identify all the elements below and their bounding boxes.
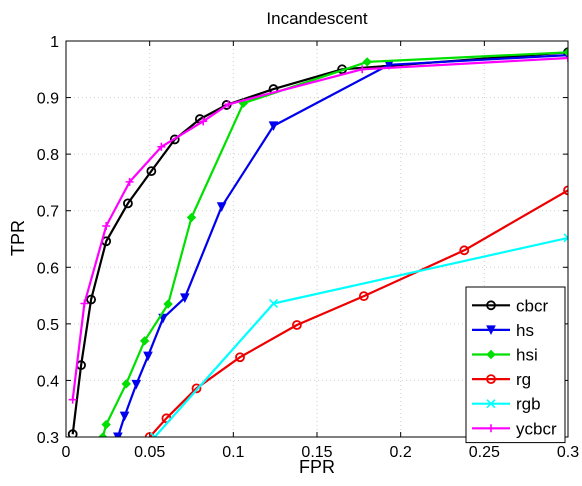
data-point <box>146 166 157 177</box>
x-tick-label: 0.05 <box>134 444 165 461</box>
data-point <box>67 429 78 437</box>
data-point <box>563 47 568 58</box>
data-point <box>86 294 96 305</box>
y-tick-label: 0.8 <box>37 147 59 164</box>
legend-item-rgb: rgb <box>472 395 541 414</box>
y-tick-label: 0.6 <box>37 260 59 277</box>
data-point <box>268 121 279 131</box>
x-tick-label: 0.15 <box>301 444 332 461</box>
x-tick-label: 0.25 <box>469 444 500 461</box>
data-point <box>113 432 123 437</box>
series-layer <box>67 47 568 437</box>
data-point <box>486 325 496 336</box>
y-tick-label: 0.9 <box>37 91 59 108</box>
data-point <box>131 379 142 390</box>
x-tick-label: 0.3 <box>557 444 579 461</box>
series-line-cbcr <box>71 51 568 435</box>
legend-item-rg: rg <box>472 370 531 389</box>
y-tick-label: 0.7 <box>37 204 59 221</box>
plot-area: 0 0.05 0.1 0.15 0.2 0.25 0.3 0.3 0.4 0.5 0.6 0.7 0.8… <box>37 34 579 461</box>
data-point <box>486 374 496 385</box>
legend: cbcr hs hsi rg rgb ycbcr <box>465 286 566 444</box>
legend-label: hs <box>516 321 534 340</box>
data-point <box>459 245 470 256</box>
data-point <box>486 300 496 311</box>
data-point <box>362 57 372 67</box>
data-point <box>268 298 279 309</box>
data-point <box>169 134 180 145</box>
legend-label: ycbcr <box>516 419 557 438</box>
legend-item-cbcr: cbcr <box>472 296 548 315</box>
data-point <box>486 349 496 360</box>
data-point <box>191 383 202 394</box>
data-point <box>119 411 130 422</box>
data-point <box>179 293 190 303</box>
series-rgb <box>150 233 568 437</box>
data-point <box>186 212 197 223</box>
data-point <box>121 379 131 389</box>
legend-item-hsi: hsi <box>472 346 538 365</box>
data-point <box>486 399 496 409</box>
chart-title: Incandescent <box>266 9 367 28</box>
data-point <box>68 395 77 404</box>
data-point <box>358 291 369 302</box>
data-point <box>199 117 208 126</box>
y-tick-label: 1 <box>50 34 59 51</box>
legend-label: cbcr <box>516 296 548 315</box>
data-point <box>292 320 302 330</box>
data-point <box>101 419 111 430</box>
x-tick-label: 0.1 <box>222 444 244 461</box>
series-line-rg <box>148 189 568 437</box>
data-point <box>235 352 245 363</box>
x-tick-label: 0 <box>62 444 71 461</box>
legend-label: hsi <box>516 346 538 365</box>
data-point <box>224 100 233 109</box>
data-point <box>123 198 133 209</box>
data-point <box>102 221 111 230</box>
series-ycbcr <box>68 53 568 404</box>
data-point <box>163 299 173 309</box>
legend-item-ycbcr: ycbcr <box>472 419 557 438</box>
y-tick-label: 0.4 <box>37 373 59 390</box>
legend-label: rg <box>516 370 531 389</box>
x-axis-label: FPR <box>299 457 335 477</box>
data-point <box>80 299 89 308</box>
y-tick-label: 0.3 <box>37 430 59 447</box>
data-point <box>157 142 166 151</box>
y-axis-label: TPR <box>8 220 28 256</box>
legend-item-hs: hs <box>472 321 534 340</box>
data-point <box>125 177 134 186</box>
data-point <box>563 185 568 196</box>
series-line-hs <box>116 54 568 437</box>
data-point <box>487 424 495 433</box>
data-point <box>98 432 108 437</box>
y-tick-label: 0.5 <box>37 317 59 334</box>
data-point <box>358 65 367 74</box>
series-hsi <box>98 47 568 437</box>
data-point <box>563 233 568 243</box>
data-point <box>144 432 155 437</box>
x-tick-label: 0.2 <box>390 444 412 461</box>
legend-box <box>465 286 566 444</box>
data-point <box>139 336 150 346</box>
data-point <box>564 53 568 62</box>
data-point <box>150 432 160 437</box>
data-point <box>216 202 227 212</box>
axes-frame <box>65 40 569 438</box>
data-point <box>143 351 153 362</box>
legend-label: rgb <box>516 395 541 414</box>
